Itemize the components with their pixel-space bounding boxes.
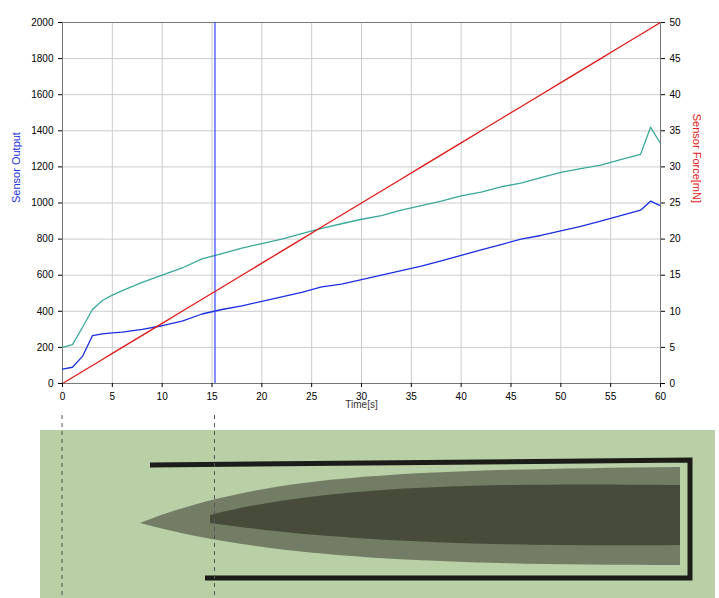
svg-text:600: 600 — [37, 269, 54, 280]
svg-text:45: 45 — [670, 53, 682, 64]
svg-text:2000: 2000 — [31, 17, 54, 28]
svg-text:60: 60 — [655, 391, 667, 402]
svg-text:5: 5 — [110, 391, 116, 402]
svg-text:10: 10 — [670, 306, 682, 317]
svg-text:1000: 1000 — [31, 197, 54, 208]
svg-text:15: 15 — [670, 269, 682, 280]
svg-text:35: 35 — [670, 125, 682, 136]
svg-text:200: 200 — [37, 342, 54, 353]
svg-text:Sensor Force[mN]: Sensor Force[mN] — [691, 114, 703, 203]
svg-text:50: 50 — [555, 391, 567, 402]
svg-text:45: 45 — [505, 391, 517, 402]
svg-text:0: 0 — [670, 378, 676, 389]
svg-text:0: 0 — [48, 378, 54, 389]
svg-text:800: 800 — [37, 233, 54, 244]
svg-text:1200: 1200 — [31, 161, 54, 172]
svg-text:Time[s]: Time[s] — [345, 399, 378, 410]
svg-text:1600: 1600 — [31, 89, 54, 100]
svg-text:20: 20 — [256, 391, 268, 402]
svg-text:400: 400 — [37, 306, 54, 317]
svg-text:40: 40 — [670, 89, 682, 100]
svg-text:Sensor Output: Sensor Output — [10, 132, 22, 203]
svg-text:25: 25 — [306, 391, 318, 402]
svg-text:40: 40 — [456, 391, 468, 402]
svg-text:50: 50 — [670, 17, 682, 28]
svg-text:25: 25 — [670, 197, 682, 208]
svg-text:35: 35 — [406, 391, 418, 402]
svg-text:0: 0 — [60, 391, 66, 402]
svg-text:5: 5 — [670, 342, 676, 353]
svg-text:1800: 1800 — [31, 53, 54, 64]
svg-text:10: 10 — [157, 391, 169, 402]
svg-text:30: 30 — [670, 161, 682, 172]
svg-text:1400: 1400 — [31, 125, 54, 136]
svg-text:15: 15 — [206, 391, 218, 402]
svg-text:20: 20 — [670, 233, 682, 244]
svg-text:55: 55 — [605, 391, 617, 402]
svg-text:30: 30 — [355, 390, 368, 402]
